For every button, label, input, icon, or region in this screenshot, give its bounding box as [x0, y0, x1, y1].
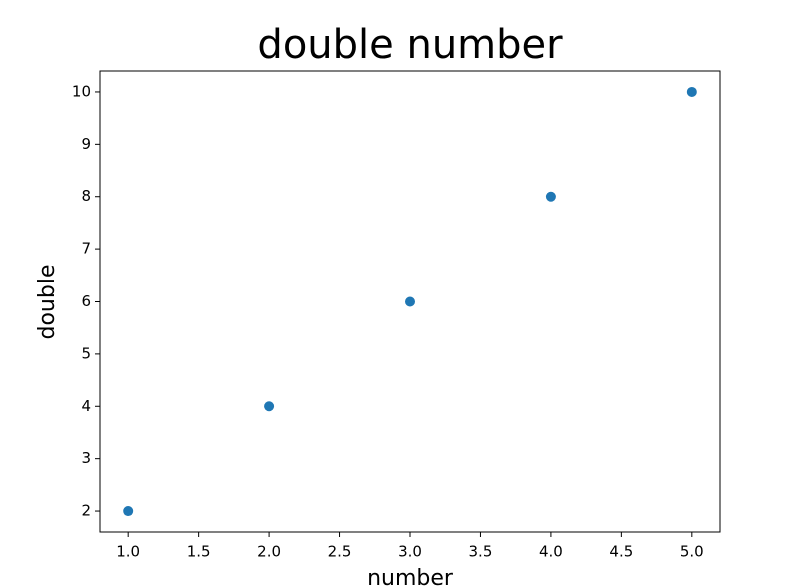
y-axis-label: double — [35, 265, 60, 340]
x-tick-label: 3.0 — [398, 543, 422, 561]
x-tick-label: 2.0 — [257, 543, 281, 561]
y-tick-label: 7 — [81, 240, 91, 258]
y-tick-label: 5 — [81, 344, 91, 362]
y-tick-label: 3 — [81, 449, 91, 467]
point — [405, 296, 415, 307]
y-tick-label: 8 — [81, 187, 91, 205]
y-tick-label: 2 — [81, 502, 91, 520]
y-tick-label: 6 — [81, 292, 91, 310]
point — [686, 86, 697, 97]
y-tick-label: 4 — [81, 397, 91, 415]
chart-title: double number — [257, 22, 563, 68]
point — [264, 401, 275, 412]
x-tick-label: 1.0 — [116, 543, 140, 561]
y-tick-label: 10 — [72, 82, 91, 100]
point — [123, 506, 134, 517]
point — [545, 191, 556, 202]
x-tick-label: 4.0 — [539, 543, 563, 561]
x-tick-label: 5.0 — [680, 543, 704, 561]
x-tick-label: 4.5 — [609, 543, 633, 561]
x-tick-label: 3.5 — [469, 543, 493, 561]
x-tick-label: 2.5 — [328, 543, 352, 561]
x-tick-label: 1.5 — [187, 543, 211, 561]
y-tick-label: 9 — [81, 135, 91, 153]
x-axis-label: number — [367, 566, 454, 587]
